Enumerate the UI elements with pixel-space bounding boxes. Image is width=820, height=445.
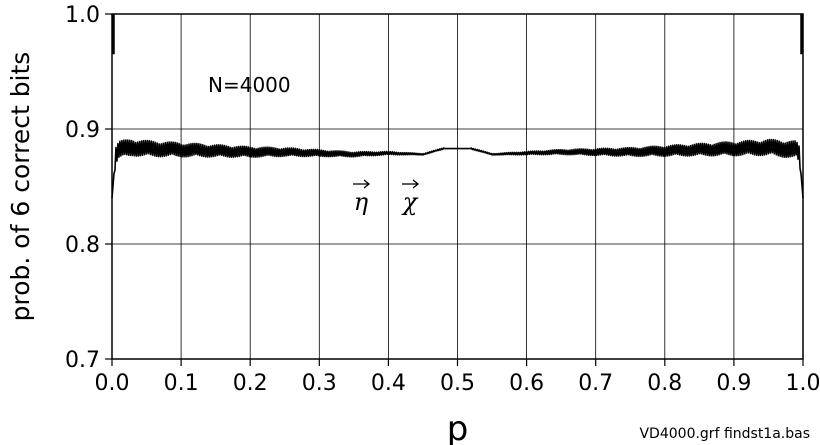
x-tick-label: 0.2 [233, 371, 268, 396]
y-tick-label: 0.8 [65, 233, 100, 258]
x-tick-label: 0.3 [302, 371, 337, 396]
y-tick-label: 0.9 [65, 118, 100, 143]
ticks [105, 13, 804, 366]
series [111, 14, 804, 199]
x-tick-label: 0.4 [371, 371, 406, 396]
x-tick-label: 0.7 [578, 371, 613, 396]
chi-arrowhead-icon [412, 179, 420, 189]
grid-lines [112, 14, 803, 359]
chi-label: χ [401, 179, 420, 216]
eta-symbol: η [354, 188, 369, 216]
y-tick-labels: 0.7 0.8 0.9 1.0 [65, 3, 100, 373]
chi-symbol: χ [401, 188, 419, 216]
n-annotation: N=4000 [208, 73, 291, 97]
x-tick-label: 1.0 [786, 371, 820, 396]
x-tick-label: 0.0 [95, 371, 130, 396]
x-tick-label: 0.6 [509, 371, 544, 396]
x-tick-labels: 0.0 0.1 0.2 0.3 0.4 0.5 0.6 0.7 0.8 0.9 1.0 [95, 371, 820, 396]
x-tick-label: 0.9 [716, 371, 751, 396]
series-line [111, 138, 804, 199]
eta-arrowhead-icon [363, 179, 371, 189]
eta-label: η [353, 179, 371, 216]
y-axis-label: prob. of 6 correct bits [6, 52, 35, 322]
file-footer: VD4000.grf findst1a.bas [639, 426, 810, 442]
x-tick-label: 0.5 [440, 371, 475, 396]
y-tick-label: 0.7 [65, 348, 100, 373]
x-axis-label: p [447, 409, 469, 445]
y-tick-label: 1.0 [65, 3, 100, 28]
x-tick-label: 0.8 [647, 371, 682, 396]
x-tick-label: 0.1 [164, 371, 199, 396]
